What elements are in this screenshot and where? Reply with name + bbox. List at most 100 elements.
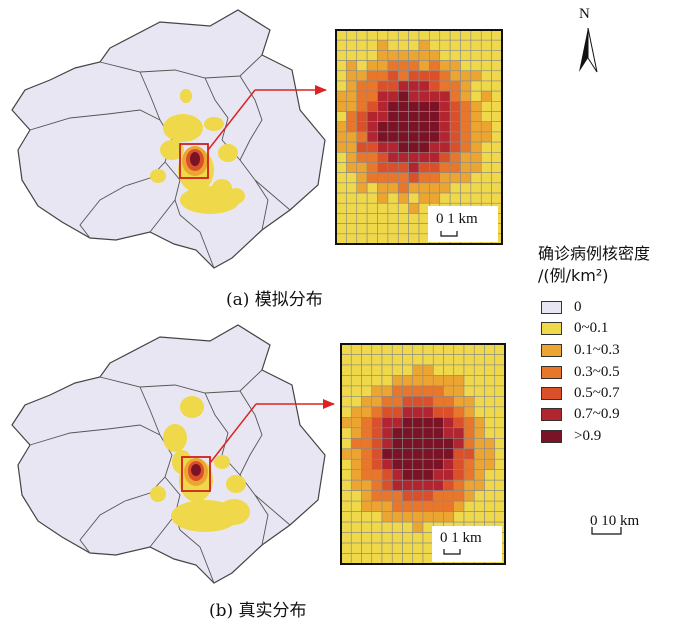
density-cell — [377, 223, 389, 235]
density-cell — [491, 29, 503, 41]
density-cell — [439, 162, 451, 173]
density-cell — [473, 354, 485, 366]
density-cell — [361, 479, 373, 491]
density-cell — [408, 101, 420, 112]
density-cell — [432, 343, 444, 355]
density-cell — [377, 80, 389, 92]
density-cell — [371, 354, 383, 366]
density-cell — [366, 141, 378, 153]
density-cell — [402, 479, 414, 491]
connectors — [207, 85, 335, 464]
density-cell — [335, 90, 347, 102]
density-cell — [356, 141, 368, 153]
caption-b: (b) 真实分布 — [209, 601, 307, 621]
density-cell — [494, 469, 506, 481]
density-cell — [350, 427, 362, 439]
density-cell — [366, 121, 378, 133]
density-cell — [494, 396, 506, 408]
density-cell — [473, 469, 485, 481]
density-cell — [340, 354, 352, 366]
density-cell — [371, 417, 383, 429]
density-cell — [473, 448, 485, 460]
density-cell — [412, 511, 424, 523]
density-cell — [453, 427, 465, 439]
density-cell — [412, 364, 424, 376]
legend-item: 0.3~0.5 — [541, 364, 620, 380]
density-cell — [429, 172, 441, 184]
density-cell — [453, 354, 465, 366]
density-cell — [391, 343, 403, 355]
region-map-b — [11, 324, 326, 584]
density-cell — [387, 182, 399, 194]
density-cell — [381, 343, 393, 355]
density-cell — [449, 141, 461, 153]
density-cell — [350, 396, 362, 408]
density-cell — [470, 162, 482, 173]
density-cell — [340, 553, 352, 565]
density-cell — [418, 39, 430, 51]
density-cell — [429, 50, 441, 61]
density-cell — [408, 223, 420, 235]
density-cell — [443, 458, 455, 471]
density-cell — [422, 458, 434, 471]
density-cell — [453, 437, 465, 450]
density-cell — [391, 396, 403, 408]
density-cell — [335, 60, 347, 72]
density-cell — [371, 406, 383, 418]
density-cell — [449, 50, 461, 61]
density-cell — [412, 542, 424, 554]
density-cell — [387, 233, 399, 245]
legend-swatch — [541, 386, 562, 400]
density-cell — [350, 469, 362, 481]
density-cell — [346, 70, 358, 82]
density-cell — [335, 111, 347, 123]
density-cell — [412, 375, 424, 387]
density-cell — [494, 385, 506, 397]
density-cell — [381, 458, 393, 471]
density-cell — [366, 90, 378, 102]
density-cell — [412, 553, 424, 565]
density-cell — [346, 223, 358, 235]
density-cell — [422, 542, 434, 554]
density-cell — [491, 162, 503, 173]
density-cell — [366, 162, 378, 173]
density-cell — [346, 233, 358, 245]
density-cell — [422, 490, 434, 502]
density-cell — [377, 50, 389, 61]
density-cell — [402, 542, 414, 554]
density-cell — [340, 490, 352, 502]
density-cell — [422, 553, 434, 565]
density-cell — [346, 121, 358, 133]
density-cell — [418, 141, 430, 153]
density-cell — [432, 427, 444, 439]
density-cell — [366, 131, 378, 143]
density-cell — [366, 223, 378, 235]
density-cell — [463, 364, 475, 376]
legend-swatch — [541, 365, 562, 379]
density-cell — [422, 437, 434, 450]
density-cell — [361, 375, 373, 387]
density-cell — [335, 213, 347, 224]
density-cell — [361, 417, 373, 429]
density-cell — [402, 437, 414, 450]
legend-swatch — [541, 429, 562, 443]
density-cell — [340, 437, 352, 450]
density-cell — [429, 131, 441, 143]
density-cell — [340, 479, 352, 491]
density-cell — [432, 385, 444, 397]
density-cell — [391, 553, 403, 565]
density-cell — [381, 553, 393, 565]
density-cell — [391, 437, 403, 450]
region-map-a — [11, 9, 326, 269]
density-cell — [356, 121, 368, 133]
legend-swatch — [541, 321, 562, 335]
density-cell — [432, 437, 444, 450]
density-cell — [350, 479, 362, 491]
density-cell — [391, 364, 403, 376]
density-cell — [381, 364, 393, 376]
density-cell — [391, 458, 403, 471]
density-cell — [335, 80, 347, 92]
density-cell — [346, 151, 358, 163]
density-cell — [397, 233, 409, 245]
density-cell — [371, 375, 383, 387]
